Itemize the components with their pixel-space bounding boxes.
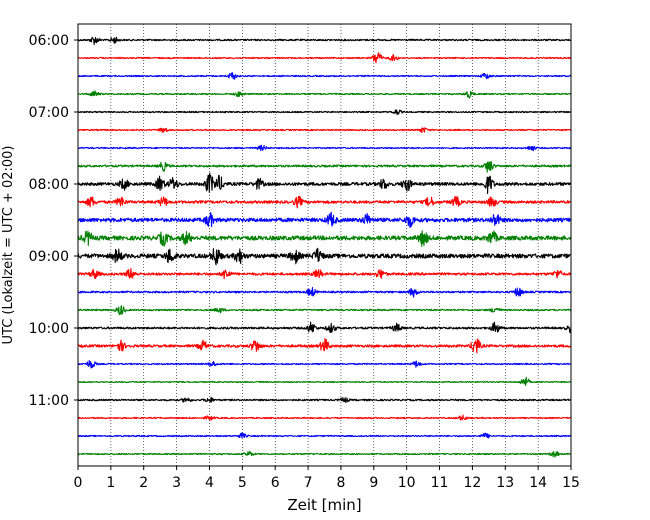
- y-tick-label: 09:00: [29, 249, 69, 265]
- seismogram-trace: [77, 144, 572, 152]
- seismogram-trace: [77, 414, 572, 421]
- x-tick-label: 14: [529, 475, 547, 491]
- x-tick-label: 9: [369, 475, 378, 491]
- seismogram-trace: [77, 52, 572, 64]
- x-tick-label: 12: [463, 475, 481, 491]
- x-tick-label: 4: [205, 475, 214, 491]
- seismogram-trace: [77, 450, 572, 458]
- y-axis-label: UTC (Lokalzeit = UTC + 02:00): [1, 146, 16, 345]
- x-tick-label: 6: [271, 475, 280, 491]
- seismogram-traces: [77, 36, 572, 458]
- seismogram-trace: [77, 338, 572, 354]
- x-axis-ticks: 0 1 2 3 4 5 6 7 8 9 10 11 12 13 14 15: [74, 466, 580, 491]
- seismogram-trace: [77, 321, 572, 334]
- x-tick-label: 10: [398, 475, 416, 491]
- seismogram-trace: [77, 432, 572, 439]
- seismogram-trace: [77, 195, 572, 209]
- seismogram-trace: [77, 230, 572, 247]
- seismogram-trace: [77, 72, 572, 80]
- x-axis-label: Zeit [min]: [287, 496, 361, 514]
- seismogram-trace: [77, 267, 572, 280]
- seismogram-trace: [77, 90, 572, 99]
- x-tick-label: 11: [431, 475, 449, 491]
- seismogram-trace: [77, 305, 572, 316]
- seismogram-trace: [77, 376, 572, 387]
- seismogram-trace: [77, 360, 572, 369]
- y-tick-label: 06:00: [29, 33, 69, 49]
- x-tick-label: 0: [74, 475, 83, 491]
- seismogram-trace: [77, 211, 572, 229]
- y-axis-ticks: 06:00 07:00 08:00 09:00 10:00 11:00: [29, 33, 78, 409]
- seismogram-trace: [77, 247, 572, 266]
- seismogram-trace: [77, 109, 572, 115]
- seismogram-trace: [77, 36, 572, 45]
- y-tick-label: 11:00: [29, 393, 69, 409]
- x-tick-label: 2: [139, 475, 148, 491]
- y-tick-label: 07:00: [29, 105, 69, 121]
- x-tick-label: 3: [172, 475, 181, 491]
- y-tick-label: 08:00: [29, 177, 69, 193]
- x-tick-label: 13: [496, 475, 514, 491]
- seismogram-trace: [77, 172, 572, 195]
- seismogram-trace: [77, 127, 572, 134]
- seismogram-trace: [77, 161, 572, 173]
- seismogram-trace: [77, 396, 572, 403]
- seismogram-trace: [77, 286, 572, 298]
- x-tick-label: 8: [336, 475, 345, 491]
- x-tick-label: 15: [562, 475, 580, 491]
- x-tick-label: 1: [106, 475, 115, 491]
- plot-frame: [77, 23, 572, 467]
- x-tick-label: 7: [304, 475, 313, 491]
- x-tick-label: 5: [238, 475, 247, 491]
- y-tick-label: 10:00: [29, 321, 69, 337]
